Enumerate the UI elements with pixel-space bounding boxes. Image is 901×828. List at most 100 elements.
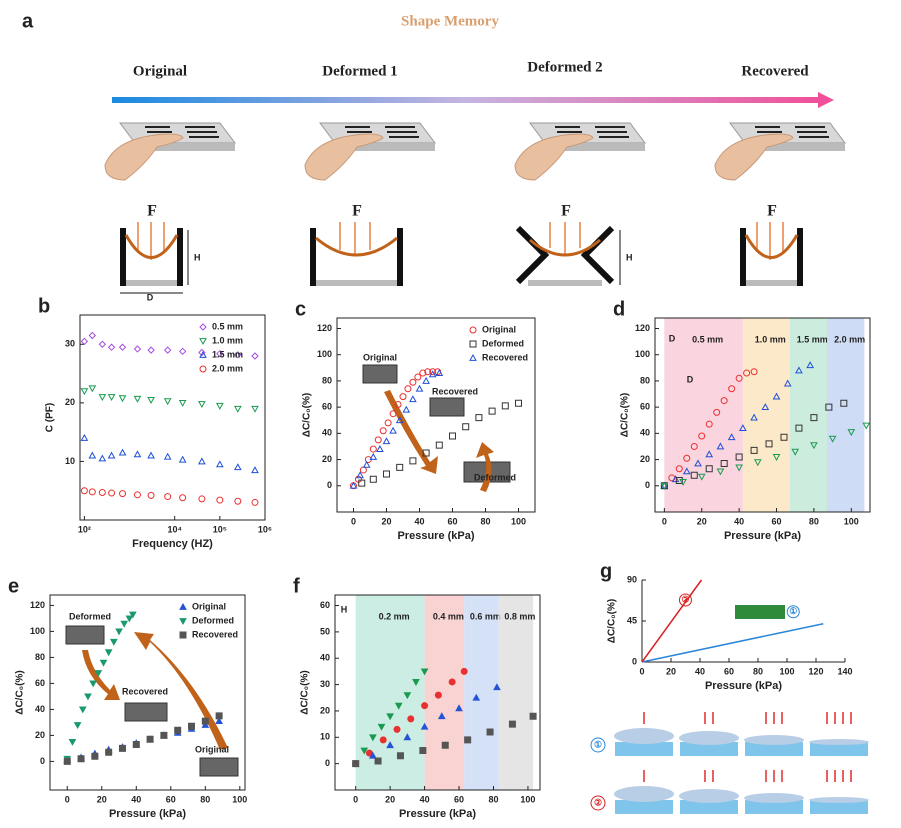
band	[789, 318, 827, 512]
point	[394, 401, 402, 408]
point	[515, 399, 522, 407]
point	[379, 736, 387, 744]
y-tick-label: 120	[635, 323, 650, 333]
point	[68, 739, 77, 746]
point	[198, 495, 206, 503]
x-tick-label: 20	[666, 666, 676, 676]
band-label: 0.2 mm	[379, 611, 410, 621]
x-tick-label: 10⁴	[167, 524, 181, 534]
point	[359, 466, 367, 474]
y-axis-title: C (PF)	[45, 403, 56, 432]
point	[251, 405, 259, 413]
point	[462, 423, 470, 431]
point	[215, 712, 223, 720]
frame	[79, 314, 266, 521]
point	[660, 482, 668, 490]
series-label: ②	[681, 594, 689, 604]
x-tick-label: 80	[753, 666, 763, 676]
legend-label: Deformed	[482, 338, 524, 348]
annotation: Original	[195, 744, 229, 754]
point	[178, 399, 187, 407]
point	[104, 649, 113, 657]
x-axis-title: Frequency (HZ)	[132, 538, 213, 550]
point	[675, 465, 683, 473]
y-tick-label: 30	[65, 339, 75, 349]
point	[125, 615, 134, 623]
x-tick-label: 80	[809, 516, 819, 526]
point	[133, 450, 142, 458]
point	[120, 620, 129, 628]
y-tick-label: 60	[640, 402, 650, 412]
point	[393, 725, 401, 733]
point	[424, 368, 432, 376]
point	[795, 366, 803, 374]
x-axis-title: Pressure (kPa)	[109, 808, 186, 820]
arrow-head	[818, 92, 834, 108]
point	[421, 702, 429, 710]
y-tick-label: 60	[35, 678, 45, 688]
y-tick-label: 90	[627, 574, 637, 584]
point	[178, 347, 187, 356]
point	[386, 713, 394, 721]
x-tick-label: 0	[662, 516, 667, 526]
point	[63, 757, 71, 765]
point	[862, 422, 871, 430]
point	[105, 748, 113, 756]
point	[407, 715, 415, 723]
band-label: 1.5 mm	[797, 334, 828, 344]
legend-marker	[179, 631, 187, 639]
x-tick-label: 60	[454, 794, 464, 804]
point	[727, 433, 736, 441]
point	[419, 369, 427, 377]
force-label: F	[352, 203, 362, 220]
point	[179, 494, 187, 502]
point	[360, 747, 369, 755]
point	[133, 395, 142, 403]
point	[163, 452, 172, 460]
y-axis-title: ΔC/C₀(%)	[302, 393, 313, 437]
y-tick-label: 120	[317, 323, 332, 333]
annotation: Deformed	[474, 472, 516, 482]
gradient-arrow	[112, 97, 820, 103]
frame	[336, 317, 536, 513]
panel-letter: c	[295, 298, 306, 320]
x-tick-label: 60	[166, 794, 176, 804]
band-label: 2.0 mm	[834, 334, 865, 344]
y-tick-label: 80	[35, 652, 45, 662]
panel-letter: b	[38, 295, 50, 317]
point	[806, 361, 815, 369]
x-tick-label: 20	[381, 516, 391, 526]
point	[88, 488, 96, 496]
point	[420, 722, 429, 730]
point	[409, 378, 417, 386]
point	[98, 340, 107, 348]
x-tick-label: 0	[639, 666, 644, 676]
y-tick-label: 10	[65, 456, 75, 466]
band-label: 1.0 mm	[755, 334, 786, 344]
point	[493, 683, 501, 691]
point	[216, 349, 224, 358]
y-tick-label: 20	[640, 454, 650, 464]
point	[475, 414, 483, 422]
point	[362, 460, 371, 468]
point	[739, 424, 747, 432]
point	[382, 437, 391, 445]
point	[73, 722, 82, 730]
series-badge	[786, 605, 800, 619]
point	[402, 405, 411, 413]
legend-label: 2.0 mm	[212, 363, 243, 373]
legend-marker	[179, 602, 187, 610]
legend-marker	[199, 323, 207, 331]
y-tick-label: 50	[320, 626, 330, 636]
row-badge	[590, 737, 606, 753]
band-label: 0.4 mm	[433, 611, 464, 621]
point	[99, 659, 108, 667]
x-tick-label: 0	[353, 794, 358, 804]
band-label: 0.6 mm	[470, 611, 501, 621]
point	[234, 497, 242, 505]
point	[84, 693, 92, 701]
annotation: D	[687, 374, 694, 384]
point	[354, 475, 362, 483]
point	[94, 670, 103, 678]
point	[251, 466, 259, 474]
